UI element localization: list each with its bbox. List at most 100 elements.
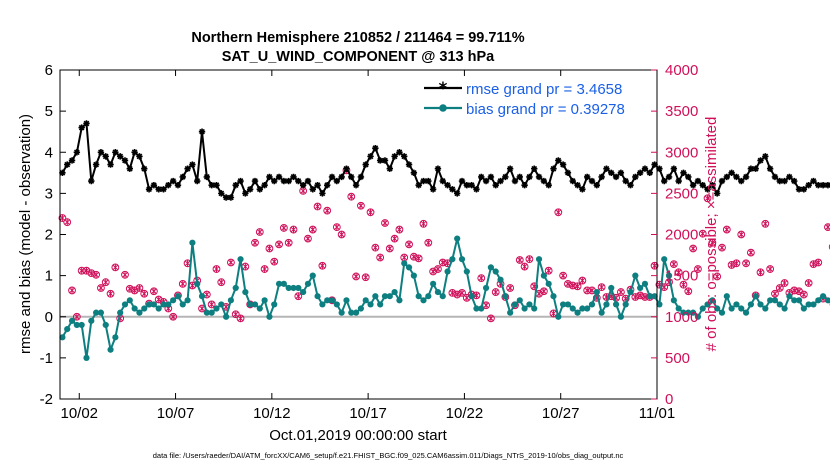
rmse-point bbox=[569, 177, 576, 185]
obs-assimilated-marker bbox=[170, 313, 177, 320]
obs-assimilated-marker bbox=[93, 271, 100, 279]
bias-point bbox=[165, 301, 172, 308]
rmse-point bbox=[194, 177, 201, 185]
obs-count-point bbox=[429, 267, 438, 276]
obs-possible-marker bbox=[111, 263, 120, 272]
rmse-point bbox=[227, 194, 235, 201]
y-tick-label-left: 6 bbox=[45, 62, 53, 79]
y-tick-label-right: 500 bbox=[665, 350, 690, 367]
obs-count-point bbox=[414, 254, 423, 263]
bias-point bbox=[502, 293, 509, 300]
obs-assimilated-marker bbox=[478, 274, 485, 282]
obs-count-point bbox=[525, 255, 534, 264]
obs-count-point bbox=[236, 314, 245, 323]
rmse-point bbox=[391, 153, 398, 160]
obs-possible-marker bbox=[352, 272, 360, 281]
bias-point bbox=[314, 293, 321, 300]
obs-possible-marker bbox=[698, 229, 707, 238]
obs-assimilated-marker bbox=[617, 288, 624, 296]
obs-assimilated-marker bbox=[122, 271, 128, 279]
obs-possible-marker bbox=[434, 265, 442, 273]
obs-possible-marker bbox=[82, 266, 91, 275]
rmse-point bbox=[646, 169, 653, 177]
bias-point bbox=[714, 305, 721, 312]
bias-point bbox=[218, 301, 225, 308]
obs-possible-marker bbox=[207, 300, 216, 309]
obs-possible-marker bbox=[106, 289, 115, 298]
rmse-point bbox=[497, 177, 504, 185]
rmse-point bbox=[121, 157, 129, 164]
rmse-point bbox=[704, 186, 711, 193]
rmse-point bbox=[275, 173, 283, 181]
obs-count-point bbox=[371, 243, 380, 252]
obs-count-point bbox=[207, 300, 216, 309]
obs-possible-marker bbox=[371, 243, 380, 252]
obs-possible-marker bbox=[212, 265, 221, 273]
obs-count-point bbox=[539, 287, 548, 296]
x-tick-label: 10/02 bbox=[60, 405, 98, 422]
rmse-point bbox=[179, 173, 186, 181]
rmse-point bbox=[386, 165, 393, 172]
obs-assimilated-marker bbox=[738, 231, 745, 238]
rmse-point bbox=[458, 177, 466, 185]
rmse-series bbox=[59, 120, 830, 201]
obs-possible-marker bbox=[255, 228, 264, 236]
rmse-point bbox=[617, 169, 625, 177]
rmse-point bbox=[295, 177, 302, 185]
obs-count-point bbox=[746, 248, 755, 257]
y-tick-label-right: 1000 bbox=[665, 309, 698, 326]
bias-point bbox=[690, 309, 697, 316]
obs-possible-marker bbox=[366, 208, 375, 217]
obs-possible-marker bbox=[323, 206, 332, 215]
obs-assimilated-marker bbox=[473, 292, 480, 299]
obs-count-point bbox=[434, 265, 442, 273]
obs-count-point bbox=[578, 276, 587, 285]
bias-point bbox=[579, 305, 586, 312]
rmse-point bbox=[521, 181, 528, 189]
bias-point bbox=[824, 297, 830, 304]
obs-possible-marker bbox=[804, 279, 813, 287]
rmse-point bbox=[222, 194, 230, 201]
obs-assimilated-marker bbox=[555, 209, 562, 216]
rmse-point bbox=[213, 181, 220, 189]
bias-point bbox=[247, 301, 254, 308]
obs-count-point bbox=[265, 244, 274, 253]
obs-possible-marker bbox=[674, 268, 683, 277]
bias-point bbox=[805, 301, 812, 308]
obs-assimilated-marker bbox=[348, 193, 355, 200]
obs-possible-marker bbox=[597, 283, 606, 292]
bias-point bbox=[251, 301, 259, 308]
bias-point bbox=[545, 280, 552, 287]
obs-possible-marker bbox=[260, 265, 269, 273]
obs-count-point bbox=[419, 219, 428, 228]
rmse-point bbox=[555, 157, 562, 164]
obs-count-point bbox=[140, 289, 149, 298]
rmse-point bbox=[574, 181, 581, 189]
rmse-point bbox=[83, 120, 90, 127]
bias-point bbox=[762, 305, 769, 312]
obs-count-point bbox=[381, 219, 389, 227]
obs-possible-marker bbox=[284, 238, 293, 247]
bias-point bbox=[266, 313, 273, 320]
obs-possible-marker bbox=[347, 192, 356, 201]
obs-possible-marker bbox=[737, 230, 746, 239]
rmse-point bbox=[150, 181, 158, 189]
obs-assimilated-marker bbox=[598, 283, 605, 291]
rmse-point bbox=[766, 165, 774, 172]
obs-assimilated-marker bbox=[271, 258, 278, 265]
rmse-point bbox=[64, 161, 71, 168]
bias-point bbox=[59, 334, 66, 341]
rmse-point bbox=[285, 177, 292, 185]
obs-possible-marker bbox=[559, 271, 568, 280]
obs-possible-marker bbox=[97, 284, 105, 292]
bias-point bbox=[709, 297, 716, 304]
bias-series bbox=[59, 235, 830, 361]
obs-assimilated-marker bbox=[670, 260, 677, 268]
rmse-point bbox=[97, 149, 105, 156]
rmse-point bbox=[203, 173, 211, 181]
bias-point bbox=[93, 309, 100, 316]
obs-possible-marker bbox=[761, 219, 770, 228]
bias-point bbox=[507, 309, 514, 316]
bias-point bbox=[458, 256, 466, 263]
bias-point bbox=[733, 301, 740, 308]
